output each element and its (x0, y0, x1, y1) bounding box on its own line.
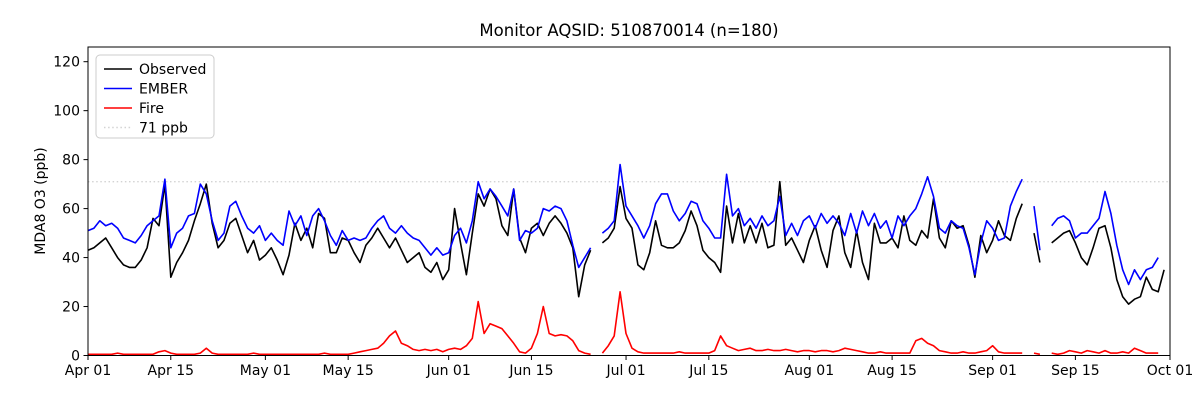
x-tick-label: Jul 01 (605, 363, 645, 379)
series-line-observed (1051, 224, 1165, 305)
y-tick-label: 40 (62, 251, 80, 267)
series-line-fire (1033, 352, 1041, 356)
plot-border (87, 46, 1171, 356)
series-line-ember (1051, 190, 1159, 286)
series-line-fire (88, 300, 591, 356)
chart-title: Monitor AQSID: 510870014 (n=180) (479, 21, 778, 40)
y-tick-label: 100 (53, 104, 80, 120)
x-tick-label: Apr 15 (148, 363, 194, 379)
plot-area: Apr 01 Apr 15 May 01 May 15 Jun 01 Jun 15 Jul … (53, 46, 1193, 379)
series-line-ember (1033, 205, 1041, 251)
series-line-observed (1033, 232, 1041, 263)
legend-label-fire: Fire (139, 101, 164, 117)
y-axis-label: MDA8 O3 (ppb) (33, 147, 49, 255)
series-line-observed (87, 183, 592, 298)
legend-label-observed: Observed (139, 62, 206, 78)
x-tick-label: Jun 01 (426, 363, 471, 379)
series-line-ember (87, 178, 592, 269)
series-line-fire (1051, 347, 1159, 356)
x-tick-label: Oct 01 (1147, 363, 1193, 379)
y-tick-label: 80 (62, 153, 80, 169)
x-tick-label: Sep 01 (968, 363, 1017, 379)
y-tick-label: 120 (53, 55, 80, 71)
y-tick-label: 20 (62, 300, 80, 316)
series-line-observed (601, 180, 1023, 281)
y-tick-label: 0 (71, 349, 80, 365)
x-tick-label: Aug 15 (867, 363, 917, 379)
x-tick-label: Apr 01 (65, 363, 111, 379)
x-tick-label: Sep 15 (1051, 363, 1100, 379)
x-tick-label: Jul 15 (688, 363, 728, 379)
x-tick-label: Jun 15 (508, 363, 553, 379)
series-line-fire (601, 290, 1023, 354)
x-tick-label: Aug 01 (785, 363, 835, 379)
series-line-ember (601, 163, 1023, 276)
x-tick-label: May 15 (323, 363, 374, 379)
legend: Observed EMBER Fire 71 ppb (95, 54, 215, 139)
legend-label-ember: EMBER (139, 82, 188, 98)
legend-box (95, 54, 215, 139)
x-tick-label: May 01 (240, 363, 291, 379)
legend-label-threshold: 71 ppb (139, 121, 188, 137)
y-tick-label: 60 (62, 202, 80, 218)
